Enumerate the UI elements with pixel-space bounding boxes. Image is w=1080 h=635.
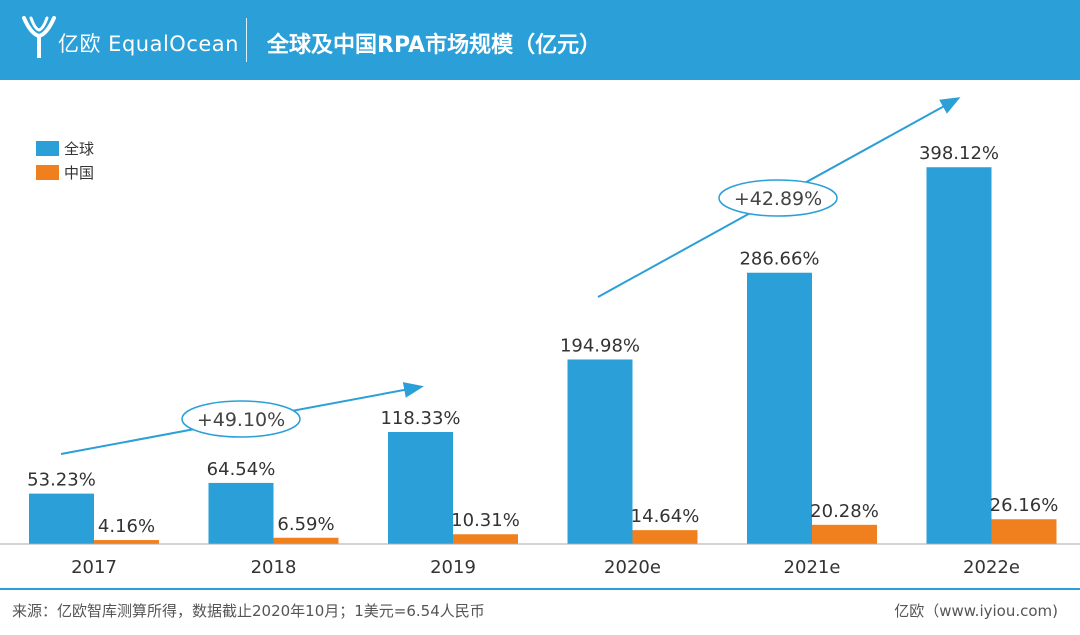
data-label-global-2021e: 286.66% [739, 249, 819, 270]
data-label-global-2019: 118.33% [380, 408, 460, 429]
x-tick-label-2019: 2019 [430, 557, 476, 578]
data-label-china-2022e: 26.16% [990, 495, 1059, 516]
legend-label-global: 全球 [64, 140, 94, 158]
site-credit: 亿欧（www.iyiou.com) [894, 602, 1058, 620]
legend-swatch-global [36, 141, 59, 156]
bar-global-2017 [29, 493, 94, 544]
data-label-global-2022e: 398.12% [919, 143, 999, 164]
data-label-china-2018: 6.59% [277, 514, 334, 535]
bar-china-2018 [273, 537, 339, 544]
data-label-global-2018: 64.54% [207, 459, 276, 480]
logo-text: 亿欧 EqualOcean [58, 32, 239, 56]
footer-divider [0, 588, 1080, 590]
source-note: 来源：亿欧智库测算所得，数据截止2020年10月；1美元=6.54人民币 [12, 602, 485, 620]
legend-swatch-china [36, 165, 59, 180]
data-label-china-2021e: 20.28% [810, 501, 879, 522]
x-tick-label-2020e: 2020e [604, 557, 661, 578]
bar-global-2018 [208, 482, 274, 544]
x-tick-label-2022e: 2022e [963, 557, 1020, 578]
bar-china-2021e [812, 524, 877, 544]
data-label-china-2017: 4.16% [98, 516, 155, 537]
header-divider [246, 18, 247, 62]
page-title: 全球及中国RPA市场规模（亿元） [267, 33, 602, 58]
bar-global-2020e [567, 359, 633, 544]
x-tick-label-2021e: 2021e [784, 557, 841, 578]
growth-label-bubble-1 [181, 400, 301, 438]
bar-china-2022e [991, 519, 1057, 544]
bar-chart: 53.23% 4.16% 2017 64.54% 6.59% 2018 118.33% 10.… [0, 97, 1080, 578]
bar-china-2019 [453, 534, 518, 544]
bar-global-2022e [926, 167, 992, 544]
data-label-china-2020e: 14.64% [631, 506, 700, 527]
x-tick-label-2018: 2018 [251, 557, 297, 578]
bar-china-2020e [632, 530, 698, 544]
data-label-global-2020e: 194.98% [560, 335, 640, 356]
data-label-china-2019: 10.31% [451, 510, 520, 531]
equalocean-logo-icon [22, 16, 56, 58]
data-label-global-2017: 53.23% [27, 470, 96, 491]
growth-label-2: +42.89% [734, 188, 822, 210]
growth-label-bubble-2 [718, 179, 838, 217]
bar-global-2021e [747, 272, 812, 544]
legend-label-china: 中国 [64, 164, 94, 182]
bar-china-2017 [94, 540, 159, 544]
bar-global-2019 [388, 432, 453, 544]
x-tick-label-2017: 2017 [71, 557, 117, 578]
growth-label-1: +49.10% [197, 409, 285, 431]
header-banner: 亿欧 EqualOcean 全球及中国RPA市场规模（亿元） [0, 0, 1080, 80]
